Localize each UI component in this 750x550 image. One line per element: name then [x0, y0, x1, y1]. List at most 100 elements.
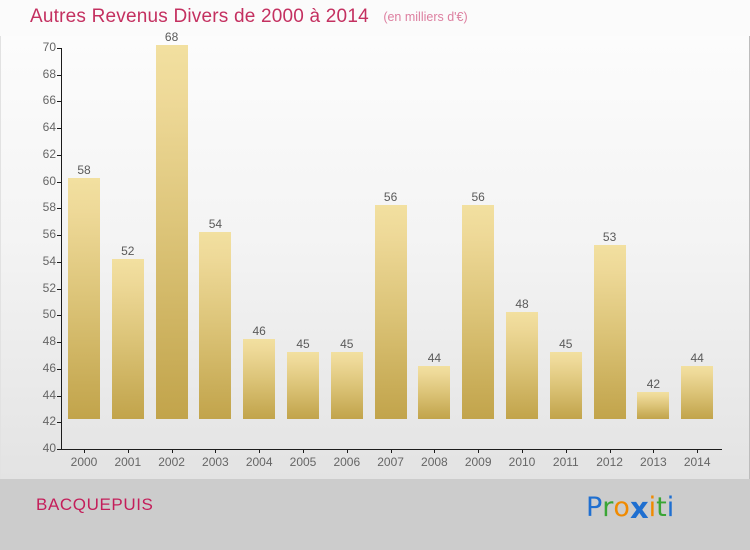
- y-axis-tick: 66: [0, 93, 70, 107]
- bar-group[interactable]: 52: [111, 244, 144, 449]
- y-axis-tick-mark: [57, 342, 62, 344]
- y-axis-tick-label: 64: [42, 120, 56, 135]
- bar-group[interactable]: 45: [287, 337, 319, 449]
- x-axis-tick-mark: [609, 449, 611, 453]
- bar-value-label: 46: [252, 323, 266, 338]
- y-axis-tick: 62: [0, 147, 70, 161]
- x-axis-tick-label: 2012: [596, 455, 623, 469]
- x-axis-tick-label: 2014: [683, 455, 711, 469]
- bar[interactable]: [462, 205, 495, 419]
- bar[interactable]: [199, 231, 232, 419]
- x-axis-tick-mark: [259, 449, 261, 453]
- y-axis-tick-label: 46: [42, 360, 56, 375]
- y-axis-tick-mark: [57, 288, 62, 290]
- x-axis-tick-label: 2005: [289, 455, 317, 469]
- bar-group[interactable]: 48: [506, 297, 538, 449]
- y-axis-tick-label: 58: [42, 200, 56, 215]
- y-axis-tick-mark: [57, 74, 62, 76]
- bar[interactable]: [637, 392, 670, 419]
- bar-group[interactable]: 44: [418, 351, 451, 449]
- x-axis-tick-label: 2011: [552, 455, 579, 469]
- x-axis-tick-mark: [478, 449, 480, 453]
- x-axis-tick-mark: [215, 449, 217, 453]
- y-axis-tick: 46: [0, 361, 70, 375]
- bar[interactable]: [287, 352, 319, 419]
- x-axis-tick-label: 2009: [464, 455, 492, 469]
- y-axis-tick-mark: [57, 235, 62, 237]
- y-axis-tick-mark: [57, 48, 62, 49]
- bar-group[interactable]: 44: [681, 351, 714, 449]
- x-axis-tick-mark: [653, 449, 655, 453]
- y-axis-tick-label: 52: [42, 280, 56, 295]
- y-axis-tick-mark: [57, 208, 62, 210]
- proxiti-logo[interactable]: Proxiti: [586, 489, 674, 525]
- y-axis-tick: 70: [0, 40, 70, 54]
- bar-group[interactable]: 53: [593, 230, 626, 449]
- bar-group[interactable]: 54: [199, 217, 232, 449]
- chart-subtitle: (en milliers d'€): [383, 10, 468, 24]
- y-axis-tick: 68: [0, 67, 70, 81]
- logo-letter: t: [656, 492, 667, 523]
- y-axis-tick-label: 60: [42, 173, 56, 188]
- bar-value-label: 48: [515, 297, 529, 312]
- y-axis-tick: 44: [0, 388, 70, 402]
- x-axis-tick-mark: [434, 449, 436, 453]
- x-axis-tick-mark: [303, 449, 304, 453]
- x-axis-tick-mark: [346, 449, 348, 453]
- bar[interactable]: [506, 312, 538, 419]
- bar-group[interactable]: 46: [243, 324, 276, 449]
- bar[interactable]: [155, 44, 188, 419]
- x-axis-tick-label: 2006: [333, 455, 361, 469]
- bar-group[interactable]: 58: [68, 163, 100, 449]
- commune-label: BACQUEPUIS: [36, 495, 154, 514]
- x-axis-tick-mark: [522, 449, 523, 453]
- y-axis-tick-label: 66: [42, 93, 56, 108]
- x-axis-tick-label: 2013: [640, 455, 667, 469]
- bar-value-label: 45: [296, 337, 310, 352]
- bar[interactable]: [330, 352, 363, 419]
- bar-value-label: 44: [690, 350, 704, 365]
- bar-group[interactable]: 56: [462, 190, 495, 449]
- bar-value-label: 56: [471, 190, 485, 205]
- bar[interactable]: [68, 178, 100, 419]
- bar[interactable]: [593, 245, 626, 419]
- x-axis-tick-mark: [84, 449, 85, 453]
- logo-letter: x: [629, 491, 649, 525]
- y-axis-tick-mark: [57, 449, 62, 450]
- bar-value-label: 54: [208, 216, 223, 231]
- y-axis-tick-label: 54: [42, 253, 56, 268]
- y-axis-tick-label: 40: [42, 441, 56, 455]
- y-axis-tick-mark: [57, 395, 62, 397]
- bar[interactable]: [374, 205, 407, 419]
- bar[interactable]: [111, 258, 144, 419]
- y-axis-tick: 56: [0, 227, 70, 241]
- y-axis-tick-mark: [57, 261, 62, 263]
- x-axis-tick-label: 2007: [377, 455, 404, 469]
- bar[interactable]: [243, 338, 276, 419]
- logo-letter: o: [613, 492, 630, 523]
- x-axis-tick-label: 2008: [421, 455, 448, 469]
- y-axis-tick-label: 42: [42, 414, 56, 429]
- bar-group[interactable]: 56: [374, 190, 407, 449]
- bar-group[interactable]: 68: [155, 30, 188, 449]
- bar-group[interactable]: 45: [549, 337, 582, 449]
- bar-value-label: 44: [427, 350, 442, 365]
- logo-letter: i: [648, 492, 657, 523]
- y-axis-tick-mark: [57, 368, 62, 370]
- bar[interactable]: [418, 365, 451, 419]
- y-axis-tick-mark: [57, 128, 62, 130]
- x-axis-tick-mark: [127, 449, 129, 453]
- bar[interactable]: [681, 365, 714, 419]
- logo-letter: P: [586, 492, 603, 523]
- y-axis-tick-label: 44: [42, 387, 56, 402]
- x-axis-tick-label: 2003: [202, 455, 229, 469]
- y-axis-tick: 60: [0, 174, 70, 188]
- y-axis-tick-label: 70: [42, 40, 56, 54]
- y-axis-tick-label: 48: [42, 334, 56, 349]
- y-axis-tick-mark: [57, 181, 62, 183]
- bar-group[interactable]: 45: [330, 337, 363, 449]
- bar[interactable]: [549, 352, 582, 419]
- y-axis-tick-mark: [57, 315, 62, 317]
- bar-group[interactable]: 42: [637, 377, 670, 449]
- bar-value-label: 58: [77, 163, 91, 178]
